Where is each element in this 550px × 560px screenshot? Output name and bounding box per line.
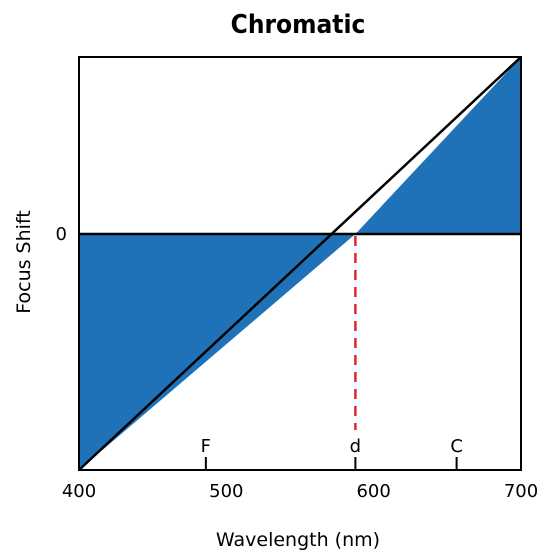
marker-label-F: F <box>201 436 211 457</box>
marker-label-d: d <box>350 436 361 457</box>
chart-title: Chromatic <box>231 10 366 40</box>
negative-shift-fill <box>79 234 356 470</box>
marker-label-C: C <box>450 436 463 457</box>
x-axis-label: Wavelength (nm) <box>216 529 380 551</box>
focus-shift-line <box>78 56 522 471</box>
x-tick-label: 700 <box>504 481 538 502</box>
x-tick-label: 600 <box>356 481 390 502</box>
plot-frame <box>78 56 522 471</box>
y-axis-label: Focus Shift <box>13 210 35 314</box>
x-tick-label: 500 <box>209 481 243 502</box>
y-tick-label: 0 <box>56 224 67 245</box>
x-tick-label: 400 <box>62 481 96 502</box>
positive-shift-fill <box>355 57 521 234</box>
